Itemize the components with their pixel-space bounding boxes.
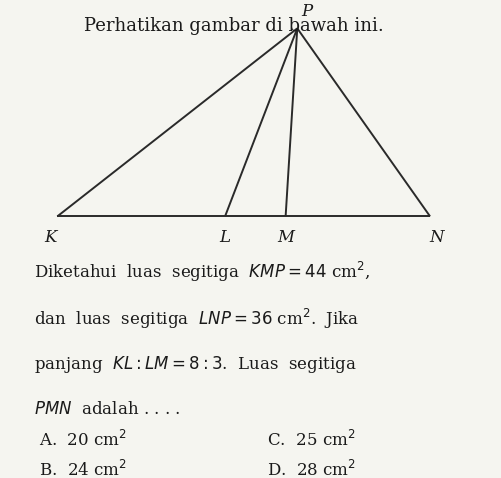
Text: C.  25 cm$^2$: C. 25 cm$^2$ <box>267 430 356 450</box>
Text: $PMN$  adalah . . . .: $PMN$ adalah . . . . <box>34 402 180 418</box>
Text: A.  20 cm$^2$: A. 20 cm$^2$ <box>39 430 127 450</box>
Text: M: M <box>277 229 294 246</box>
Text: K: K <box>44 229 57 246</box>
Text: Perhatikan gambar di bawah ini.: Perhatikan gambar di bawah ini. <box>85 17 384 34</box>
Text: dan  luas  segitiga  $LNP = 36$ cm$^2$.  Jika: dan luas segitiga $LNP = 36$ cm$^2$. Jik… <box>34 307 359 331</box>
Text: B.  24 cm$^2$: B. 24 cm$^2$ <box>39 459 127 478</box>
Text: N: N <box>430 229 444 246</box>
Text: panjang  $KL : LM = 8 : 3$.  Luas  segitiga: panjang $KL : LM = 8 : 3$. Luas segitiga <box>34 354 357 375</box>
Text: D.  28 cm$^2$: D. 28 cm$^2$ <box>267 459 356 478</box>
Text: Diketahui  luas  segitiga  $KMP = 44$ cm$^2$,: Diketahui luas segitiga $KMP = 44$ cm$^2… <box>34 260 370 284</box>
Text: P: P <box>301 3 312 21</box>
Text: L: L <box>219 229 230 246</box>
